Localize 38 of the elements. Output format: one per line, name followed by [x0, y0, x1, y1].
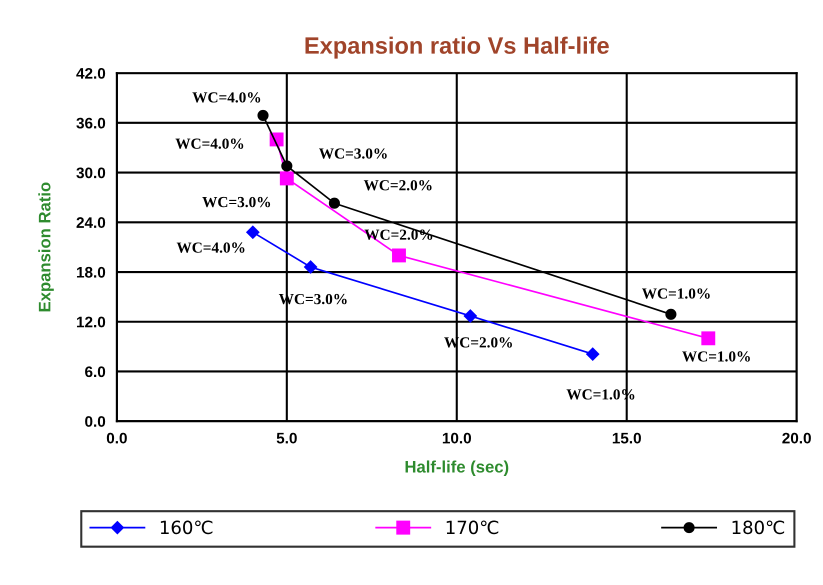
y-axis-title: Expansion Ratio — [38, 182, 54, 312]
x-tick-label: 20.0 — [782, 432, 811, 444]
annotation: WC=4.0% — [176, 242, 244, 253]
x-tick-label: 10.0 — [442, 432, 472, 444]
point — [304, 260, 318, 274]
point — [328, 198, 340, 209]
y-tick-label: 30.0 — [76, 167, 106, 178]
legend-label: 170℃ — [446, 520, 498, 534]
legend-label: 180℃ — [732, 520, 784, 534]
point — [280, 171, 294, 186]
chart-title: Expansion ratio Vs Half-life — [306, 36, 609, 59]
y-tick-label: 42.0 — [76, 68, 106, 79]
y-tick-label: 36.0 — [76, 118, 106, 129]
y-tick-label: 0.0 — [85, 416, 106, 427]
x-tick-label: 5.0 — [276, 432, 297, 444]
point — [246, 226, 260, 239]
point — [464, 309, 477, 323]
annotation: WC=2.0% — [364, 180, 432, 190]
y-tick-label: 24.0 — [76, 217, 106, 228]
annotation: WC=4.0% — [175, 138, 244, 149]
point — [586, 347, 600, 361]
legend-label: 160℃ — [160, 520, 212, 534]
x-axis-title: Half-life (sec) — [406, 460, 508, 476]
point — [257, 110, 269, 121]
annotation: WC=1.0% — [682, 351, 750, 362]
annotation: WC=4.0% — [192, 92, 260, 103]
point — [281, 160, 292, 172]
point — [392, 248, 406, 262]
x-tick-label: 0.0 — [106, 432, 127, 444]
y-tick-label: 18.0 — [76, 266, 106, 278]
x-tick-label: 15.0 — [612, 432, 641, 444]
y-tick-label: 6.0 — [85, 366, 106, 378]
annotation: WC=3.0% — [202, 196, 270, 208]
point — [701, 331, 716, 346]
annotation: WC=1.0% — [642, 288, 710, 299]
y-tick-label: 12.0 — [76, 316, 106, 328]
point — [665, 308, 676, 320]
annotation: WC=3.0% — [319, 148, 387, 159]
